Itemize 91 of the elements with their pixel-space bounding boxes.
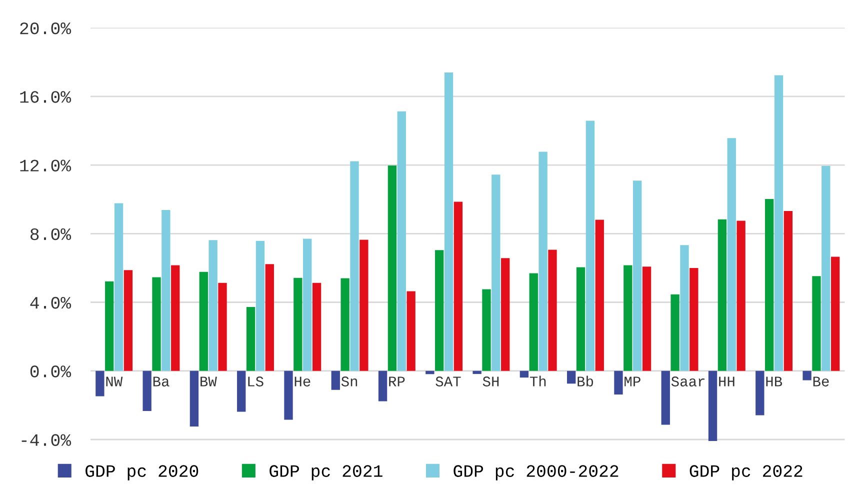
bar [256, 240, 265, 371]
y-tick-label: 0.0% [30, 366, 72, 378]
y-tick-label: 4.0% [30, 296, 72, 309]
x-tick-label: BW [200, 376, 217, 386]
bar [538, 152, 548, 371]
bar [142, 370, 152, 412]
bar [208, 240, 218, 371]
bar [595, 220, 604, 371]
bar [388, 166, 397, 371]
bar [96, 370, 104, 396]
bar [624, 265, 632, 371]
bar [265, 264, 274, 371]
x-tick-label: HB [766, 376, 782, 386]
bar [718, 219, 727, 371]
bar [736, 220, 746, 371]
bar [822, 166, 830, 371]
x-tick-label: Sn [341, 376, 358, 386]
bar [830, 256, 840, 371]
bar [397, 111, 406, 371]
legend-label: GDP pc 2021 [270, 465, 382, 480]
y-tick-label: -4.0% [22, 434, 72, 446]
bar [218, 282, 227, 371]
bar [237, 370, 246, 412]
bar [727, 138, 736, 371]
bar [294, 278, 302, 371]
bar [482, 289, 491, 371]
bar [284, 370, 293, 420]
bar [802, 370, 812, 380]
bar [670, 294, 680, 371]
x-tick-label: SH [482, 376, 499, 386]
x-tick-label: Bb [578, 376, 594, 386]
bar [350, 161, 359, 371]
bar [520, 370, 529, 378]
y-tick-label: 12.0% [20, 160, 72, 172]
y-tick-label: 8.0% [30, 228, 72, 240]
bar [454, 202, 463, 371]
bar [492, 174, 500, 371]
bar [435, 250, 444, 371]
bar [529, 273, 538, 371]
bar [633, 180, 642, 371]
bar [765, 198, 774, 371]
bar [340, 278, 350, 371]
legend-label: GDP pc 2020 [86, 465, 198, 480]
x-tick-label: Th [530, 376, 546, 386]
bar [162, 210, 170, 371]
x-tick-label: Ba [153, 376, 170, 386]
bar [501, 258, 510, 371]
x-tick-label: NW [106, 376, 123, 386]
bar [426, 370, 434, 374]
bar [690, 268, 698, 371]
bar [331, 370, 340, 390]
bar [378, 370, 388, 402]
bar [303, 238, 312, 371]
bar [708, 370, 718, 442]
bar [190, 370, 199, 426]
bar [774, 75, 784, 371]
bar [124, 270, 133, 371]
x-tick-label: SAT [436, 376, 461, 386]
x-tick-label: RP [389, 376, 405, 386]
bar [444, 72, 454, 371]
y-tick-label: 20.0% [20, 22, 72, 34]
x-tick-label: HH [719, 376, 734, 386]
bar [567, 370, 576, 384]
bar [784, 210, 793, 371]
legend-label: GDP pc 2022 [690, 465, 802, 480]
bar [680, 245, 689, 371]
bar [105, 281, 114, 371]
bar [576, 267, 586, 371]
bar [312, 282, 322, 371]
legend-label: GDP pc 2000-2022 [454, 465, 618, 480]
bar [114, 203, 124, 371]
y-tick-label: 16.0% [20, 91, 72, 103]
bar [586, 120, 595, 371]
bar [661, 370, 670, 425]
bar [614, 370, 623, 395]
x-tick-label: Saar [671, 376, 705, 386]
bar [406, 291, 416, 371]
bar [246, 307, 256, 371]
bar [360, 240, 368, 371]
bar [548, 250, 557, 371]
bar [756, 370, 764, 416]
bar [171, 265, 180, 371]
bar [152, 277, 161, 371]
x-tick-label: Be [813, 376, 829, 386]
bar [642, 266, 652, 371]
bar [199, 272, 208, 371]
x-tick-label: He [294, 376, 310, 386]
x-tick-label: LS [248, 376, 264, 386]
bar [472, 370, 482, 374]
bar [812, 276, 821, 371]
x-tick-label: MP [624, 376, 640, 386]
